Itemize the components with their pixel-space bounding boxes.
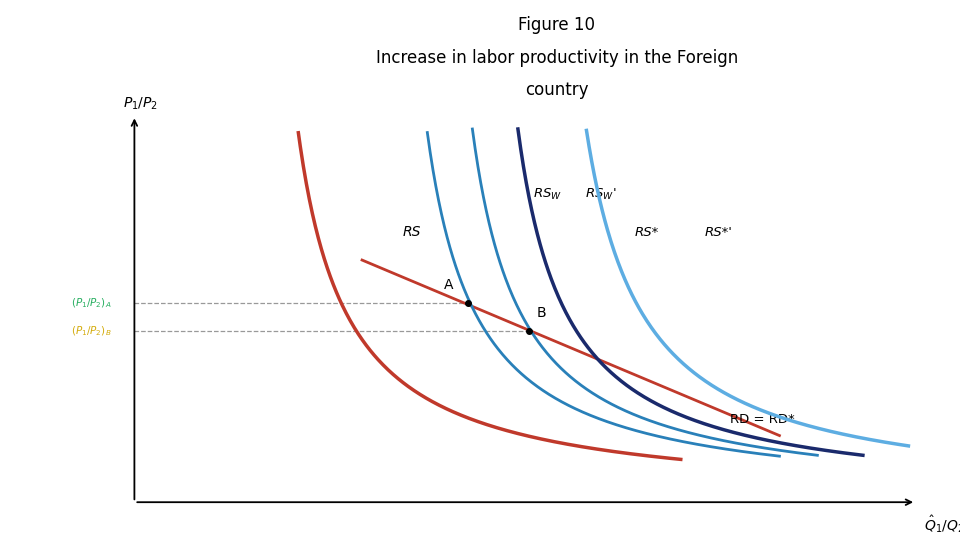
Text: country: country [525,81,588,99]
Text: RS$_\mathregular{W}$': RS$_\mathregular{W}$' [586,187,617,202]
Text: RS$_\mathregular{W}$: RS$_\mathregular{W}$ [534,187,563,202]
Text: $(P_1/P_2)_A$: $(P_1/P_2)_A$ [71,296,111,310]
Text: RS: RS [402,225,420,239]
Text: A: A [444,278,453,292]
Text: RS*: RS* [635,226,659,239]
Text: $P_1/P_2$: $P_1/P_2$ [123,96,158,112]
Text: $(P_1/P_2)_B$: $(P_1/P_2)_B$ [71,325,111,338]
Text: RS*': RS*' [705,226,732,239]
Text: $\hat{Q}_1/Q_2$: $\hat{Q}_1/Q_2$ [924,514,960,535]
Text: B: B [537,306,546,320]
Text: Figure 10: Figure 10 [518,16,595,34]
Text: Increase in labor productivity in the Foreign: Increase in labor productivity in the Fo… [375,49,738,66]
Text: RD = RD*: RD = RD* [731,413,795,426]
